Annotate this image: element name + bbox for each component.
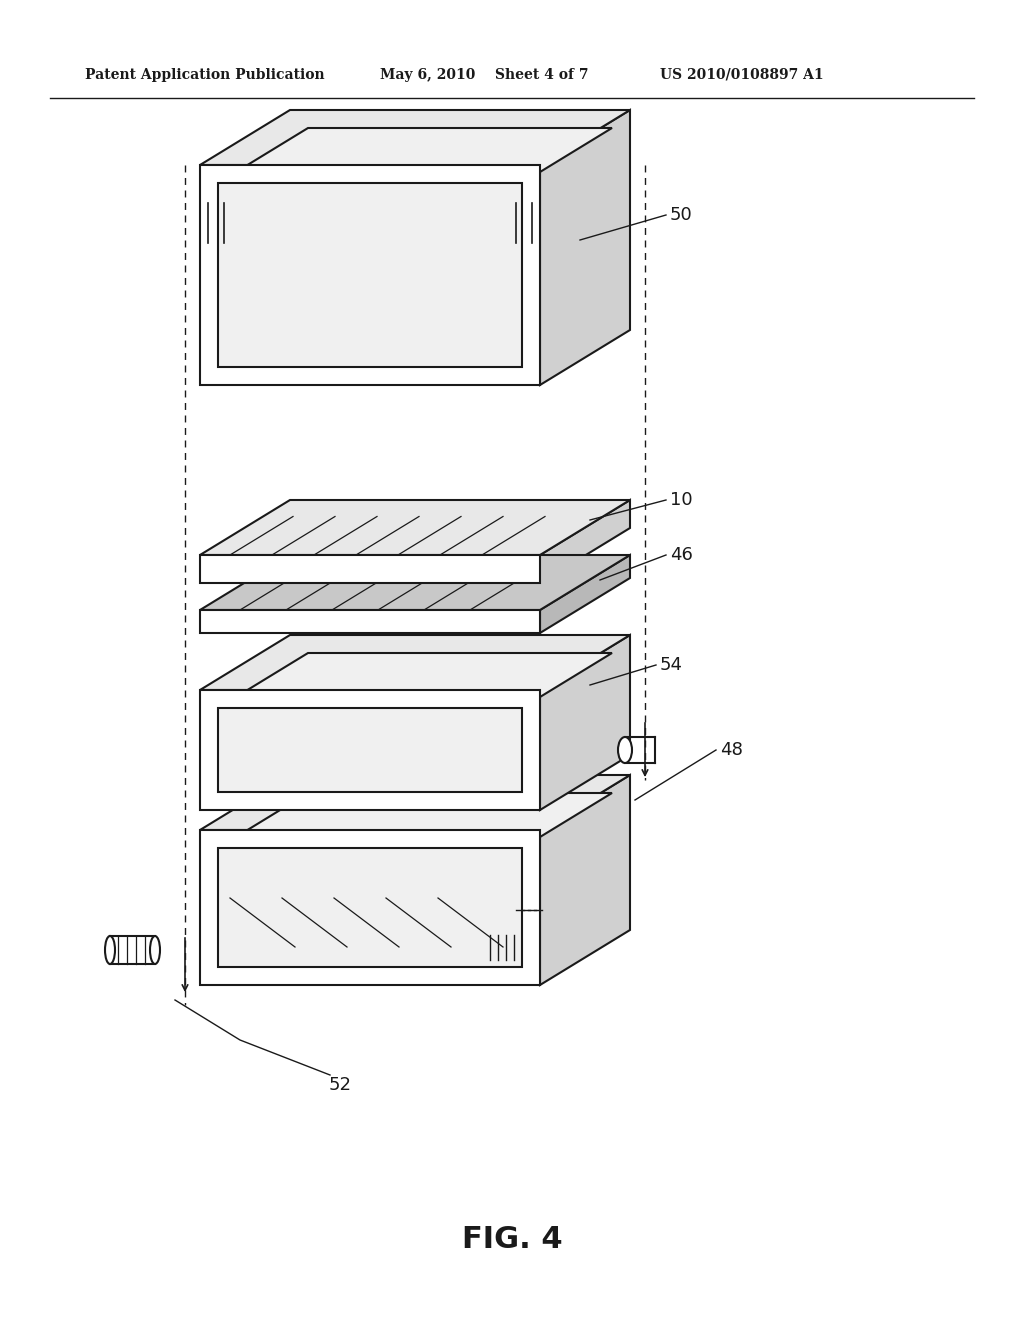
Text: 48: 48 <box>720 741 742 759</box>
Text: May 6, 2010: May 6, 2010 <box>380 69 475 82</box>
Text: 10: 10 <box>670 491 692 510</box>
Polygon shape <box>200 610 540 634</box>
Polygon shape <box>200 554 630 610</box>
Polygon shape <box>540 635 630 810</box>
Text: 54: 54 <box>660 656 683 675</box>
Polygon shape <box>540 775 630 985</box>
Polygon shape <box>218 183 522 367</box>
Polygon shape <box>218 847 522 968</box>
Text: 46: 46 <box>670 546 693 564</box>
Polygon shape <box>540 554 630 634</box>
Polygon shape <box>218 653 612 708</box>
Text: 50: 50 <box>670 206 693 224</box>
Polygon shape <box>200 830 540 985</box>
Polygon shape <box>218 708 522 792</box>
Polygon shape <box>200 554 540 583</box>
Polygon shape <box>218 128 612 183</box>
Polygon shape <box>540 500 630 583</box>
Text: 52: 52 <box>329 1076 351 1094</box>
Ellipse shape <box>105 936 115 964</box>
Polygon shape <box>218 793 612 847</box>
Polygon shape <box>200 635 630 690</box>
Text: FIG. 4: FIG. 4 <box>462 1225 562 1254</box>
Text: US 2010/0108897 A1: US 2010/0108897 A1 <box>660 69 823 82</box>
Ellipse shape <box>618 737 632 763</box>
Text: Patent Application Publication: Patent Application Publication <box>85 69 325 82</box>
Polygon shape <box>200 500 630 554</box>
Polygon shape <box>540 110 630 385</box>
Ellipse shape <box>150 936 160 964</box>
Polygon shape <box>200 775 630 830</box>
Text: Sheet 4 of 7: Sheet 4 of 7 <box>495 69 589 82</box>
Polygon shape <box>200 690 540 810</box>
Polygon shape <box>200 110 630 165</box>
Polygon shape <box>200 165 540 385</box>
